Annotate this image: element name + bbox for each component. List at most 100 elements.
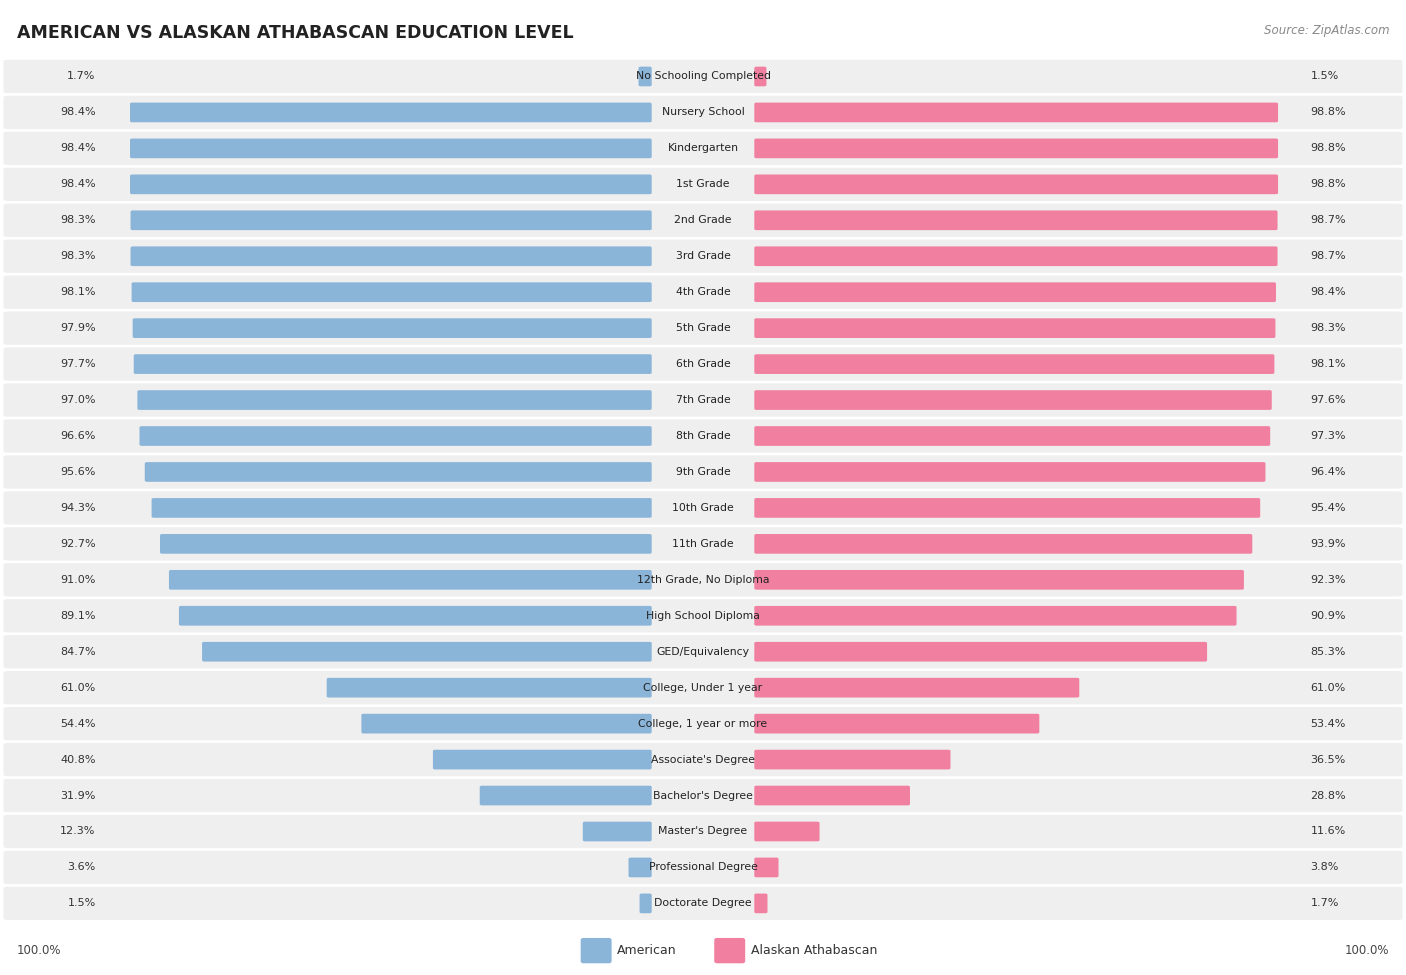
FancyBboxPatch shape: [3, 563, 1403, 597]
FancyBboxPatch shape: [638, 66, 652, 87]
Text: High School Diploma: High School Diploma: [647, 610, 759, 621]
FancyBboxPatch shape: [755, 462, 1265, 482]
Text: 98.7%: 98.7%: [1310, 252, 1346, 261]
Text: 1.7%: 1.7%: [1310, 898, 1339, 909]
Text: 31.9%: 31.9%: [60, 791, 96, 800]
Text: Source: ZipAtlas.com: Source: ZipAtlas.com: [1264, 24, 1389, 37]
Text: 95.4%: 95.4%: [1310, 503, 1346, 513]
Text: 11th Grade: 11th Grade: [672, 539, 734, 549]
Text: Doctorate Degree: Doctorate Degree: [654, 898, 752, 909]
FancyBboxPatch shape: [3, 671, 1403, 705]
FancyBboxPatch shape: [755, 570, 1244, 590]
FancyBboxPatch shape: [755, 714, 1039, 733]
Text: 93.9%: 93.9%: [1310, 539, 1346, 549]
FancyBboxPatch shape: [755, 426, 1270, 446]
Text: 97.9%: 97.9%: [60, 323, 96, 333]
Text: 90.9%: 90.9%: [1310, 610, 1346, 621]
FancyBboxPatch shape: [755, 822, 820, 841]
FancyBboxPatch shape: [169, 570, 652, 590]
Text: 3.6%: 3.6%: [67, 863, 96, 873]
Text: 98.8%: 98.8%: [1310, 107, 1346, 117]
FancyBboxPatch shape: [3, 167, 1403, 202]
FancyBboxPatch shape: [755, 247, 1278, 266]
Text: 36.5%: 36.5%: [1310, 755, 1346, 764]
Text: 98.3%: 98.3%: [60, 252, 96, 261]
FancyBboxPatch shape: [129, 175, 652, 194]
Text: 61.0%: 61.0%: [1310, 682, 1346, 692]
FancyBboxPatch shape: [131, 247, 652, 266]
Text: 61.0%: 61.0%: [60, 682, 96, 692]
Text: 98.4%: 98.4%: [60, 143, 96, 153]
FancyBboxPatch shape: [755, 102, 1278, 122]
Text: Master's Degree: Master's Degree: [658, 827, 748, 837]
Text: GED/Equivalency: GED/Equivalency: [657, 646, 749, 657]
FancyBboxPatch shape: [3, 311, 1403, 345]
Text: 84.7%: 84.7%: [60, 646, 96, 657]
FancyBboxPatch shape: [3, 418, 1403, 453]
FancyBboxPatch shape: [582, 822, 652, 841]
Text: 53.4%: 53.4%: [1310, 719, 1346, 728]
Text: 92.7%: 92.7%: [60, 539, 96, 549]
FancyBboxPatch shape: [132, 318, 652, 338]
FancyBboxPatch shape: [3, 742, 1403, 777]
Text: No Schooling Completed: No Schooling Completed: [636, 71, 770, 82]
FancyBboxPatch shape: [3, 347, 1403, 381]
FancyBboxPatch shape: [755, 66, 766, 87]
Text: 54.4%: 54.4%: [60, 719, 96, 728]
FancyBboxPatch shape: [755, 138, 1278, 158]
FancyBboxPatch shape: [132, 283, 652, 302]
FancyBboxPatch shape: [755, 354, 1274, 374]
Text: 97.3%: 97.3%: [1310, 431, 1346, 441]
Text: 12.3%: 12.3%: [60, 827, 96, 837]
FancyBboxPatch shape: [755, 390, 1272, 409]
Text: American: American: [617, 944, 676, 957]
FancyBboxPatch shape: [3, 886, 1403, 920]
Text: 97.7%: 97.7%: [60, 359, 96, 370]
Text: 98.8%: 98.8%: [1310, 143, 1346, 153]
Text: 6th Grade: 6th Grade: [676, 359, 730, 370]
FancyBboxPatch shape: [202, 642, 652, 662]
Text: 2nd Grade: 2nd Grade: [675, 215, 731, 225]
Text: Nursery School: Nursery School: [662, 107, 744, 117]
Text: 98.1%: 98.1%: [60, 288, 96, 297]
Text: 10th Grade: 10th Grade: [672, 503, 734, 513]
FancyBboxPatch shape: [3, 131, 1403, 166]
FancyBboxPatch shape: [755, 175, 1278, 194]
FancyBboxPatch shape: [479, 786, 652, 805]
Text: 1.7%: 1.7%: [67, 71, 96, 82]
FancyBboxPatch shape: [755, 750, 950, 769]
FancyBboxPatch shape: [755, 642, 1208, 662]
FancyBboxPatch shape: [755, 893, 768, 914]
FancyBboxPatch shape: [3, 96, 1403, 130]
Text: 3.8%: 3.8%: [1310, 863, 1339, 873]
Text: 40.8%: 40.8%: [60, 755, 96, 764]
FancyBboxPatch shape: [755, 605, 1236, 626]
FancyBboxPatch shape: [3, 239, 1403, 274]
FancyBboxPatch shape: [755, 858, 779, 878]
FancyBboxPatch shape: [160, 534, 652, 554]
Text: 98.3%: 98.3%: [1310, 323, 1346, 333]
FancyBboxPatch shape: [3, 778, 1403, 813]
FancyBboxPatch shape: [755, 534, 1253, 554]
FancyBboxPatch shape: [433, 750, 652, 769]
Text: 11.6%: 11.6%: [1310, 827, 1346, 837]
FancyBboxPatch shape: [755, 283, 1277, 302]
Text: 12th Grade, No Diploma: 12th Grade, No Diploma: [637, 575, 769, 585]
Text: 96.4%: 96.4%: [1310, 467, 1346, 477]
Text: Kindergarten: Kindergarten: [668, 143, 738, 153]
FancyBboxPatch shape: [755, 211, 1278, 230]
FancyBboxPatch shape: [3, 275, 1403, 309]
FancyBboxPatch shape: [361, 714, 652, 733]
Text: 8th Grade: 8th Grade: [676, 431, 730, 441]
FancyBboxPatch shape: [3, 635, 1403, 669]
FancyBboxPatch shape: [3, 814, 1403, 849]
Text: 94.3%: 94.3%: [60, 503, 96, 513]
FancyBboxPatch shape: [134, 354, 652, 374]
Text: Bachelor's Degree: Bachelor's Degree: [652, 791, 754, 800]
FancyBboxPatch shape: [3, 59, 1403, 94]
Text: 98.1%: 98.1%: [1310, 359, 1346, 370]
Text: 100.0%: 100.0%: [1344, 944, 1389, 957]
Text: 5th Grade: 5th Grade: [676, 323, 730, 333]
FancyBboxPatch shape: [3, 850, 1403, 884]
Text: 1.5%: 1.5%: [1310, 71, 1339, 82]
